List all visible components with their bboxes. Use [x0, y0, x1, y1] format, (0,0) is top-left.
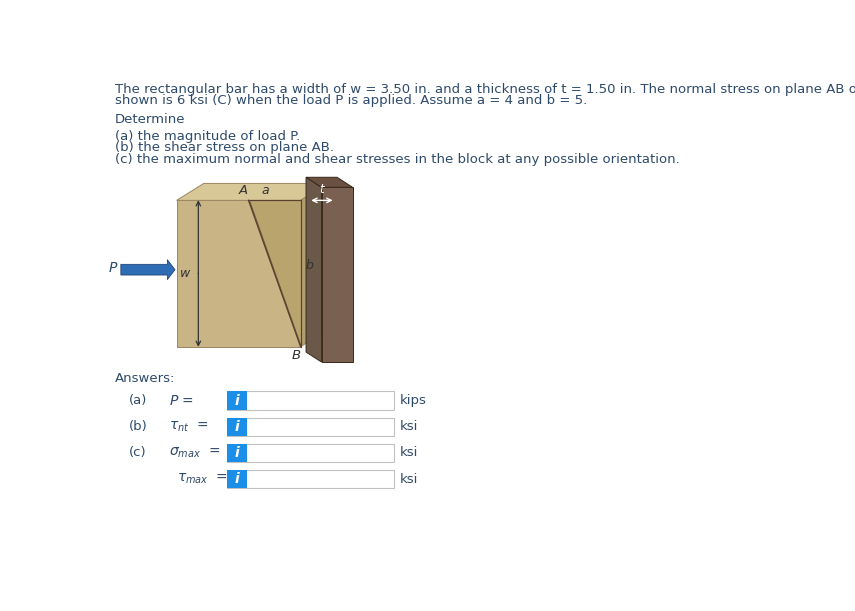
Text: The rectangular bar has a width of w = 3.50 in. and a thickness of t = 1.50 in. : The rectangular bar has a width of w = 3…	[115, 82, 855, 95]
Text: A: A	[239, 184, 248, 197]
Text: (a) the magnitude of load P.: (a) the magnitude of load P.	[115, 130, 300, 142]
FancyBboxPatch shape	[227, 391, 247, 410]
Text: t: t	[320, 183, 324, 196]
Text: a: a	[262, 184, 269, 197]
Text: w: w	[180, 267, 191, 280]
FancyBboxPatch shape	[227, 470, 247, 488]
Text: Answers:: Answers:	[115, 372, 175, 385]
Text: kips: kips	[400, 394, 427, 407]
Text: (b) the shear stress on plane AB.: (b) the shear stress on plane AB.	[115, 141, 333, 154]
Text: $P$ =: $P$ =	[169, 393, 194, 408]
Text: i: i	[235, 393, 239, 408]
Polygon shape	[177, 200, 301, 346]
Text: i: i	[235, 420, 239, 434]
Polygon shape	[306, 177, 352, 188]
Polygon shape	[177, 183, 327, 200]
Polygon shape	[321, 188, 352, 362]
Text: $\tau_{nt}$  =: $\tau_{nt}$ =	[169, 420, 209, 434]
Text: (b): (b)	[128, 420, 147, 433]
Polygon shape	[249, 200, 301, 346]
Text: B: B	[292, 349, 301, 362]
Text: (a): (a)	[128, 394, 147, 407]
FancyBboxPatch shape	[227, 444, 247, 462]
Polygon shape	[301, 183, 327, 346]
Text: Determine: Determine	[115, 114, 186, 126]
FancyBboxPatch shape	[227, 444, 393, 462]
Text: shown is 6 ksi (C) when the load P is applied. Assume a = 4 and b = 5.: shown is 6 ksi (C) when the load P is ap…	[115, 94, 587, 107]
Text: i: i	[235, 472, 239, 486]
Text: i: i	[235, 446, 239, 460]
Text: $\tau_{max}$  =: $\tau_{max}$ =	[177, 472, 227, 486]
FancyBboxPatch shape	[227, 417, 247, 436]
Text: b: b	[305, 259, 313, 273]
FancyBboxPatch shape	[227, 417, 393, 436]
Text: ksi: ksi	[400, 420, 418, 433]
Text: ksi: ksi	[400, 447, 418, 459]
Polygon shape	[306, 177, 321, 362]
Text: $\sigma_{max}$  =: $\sigma_{max}$ =	[169, 446, 221, 460]
FancyBboxPatch shape	[227, 470, 393, 488]
Text: (c): (c)	[128, 447, 146, 459]
Text: (c) the maximum normal and shear stresses in the block at any possible orientati: (c) the maximum normal and shear stresse…	[115, 153, 680, 166]
Polygon shape	[121, 260, 175, 280]
Text: P: P	[109, 261, 117, 275]
Text: ksi: ksi	[400, 473, 418, 486]
FancyBboxPatch shape	[227, 391, 393, 410]
